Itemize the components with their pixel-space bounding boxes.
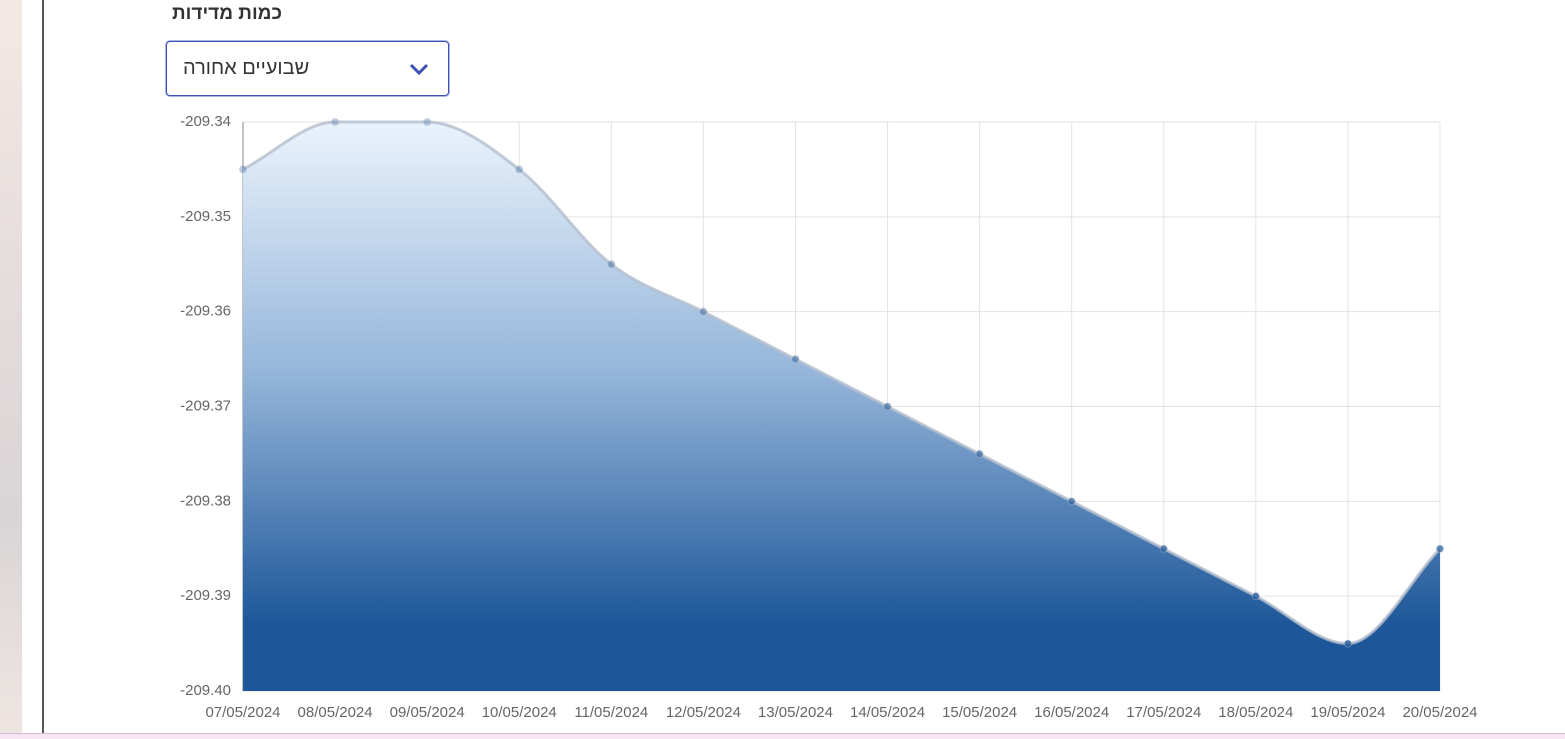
point — [1159, 544, 1168, 553]
field-label: כמות מדידות — [172, 3, 282, 24]
x-tick-label: 07/05/2024 — [205, 704, 280, 721]
point — [1436, 544, 1444, 553]
y-tick-label: -209.37 — [180, 397, 231, 414]
point — [1343, 639, 1352, 648]
footer-strip — [0, 733, 1565, 739]
x-tick-label: 10/05/2024 — [482, 704, 557, 721]
point — [423, 118, 432, 126]
y-tick-label: -209.35 — [180, 208, 231, 225]
point — [883, 402, 892, 411]
area — [243, 122, 1440, 691]
point — [239, 165, 247, 174]
background-strip — [0, 0, 22, 738]
y-tick-label: -209.40 — [180, 682, 231, 699]
select-value: שבועיים אחורה — [183, 57, 310, 79]
point — [515, 165, 524, 174]
point — [791, 355, 800, 364]
x-tick-label: 16/05/2024 — [1034, 704, 1109, 721]
y-tick-label: -209.36 — [180, 303, 231, 320]
point — [1067, 497, 1076, 506]
period-select[interactable]: שבועיים אחורה — [166, 41, 449, 96]
y-tick-label: -209.34 — [180, 113, 231, 130]
point — [699, 307, 708, 316]
y-tick-label: -209.39 — [180, 587, 231, 604]
y-tick-label: -209.38 — [180, 492, 231, 509]
point — [607, 260, 616, 269]
x-tick-label: 19/05/2024 — [1310, 704, 1385, 721]
point — [331, 118, 340, 126]
x-tick-label: 13/05/2024 — [758, 704, 833, 721]
x-tick-label: 11/05/2024 — [574, 704, 648, 721]
x-tick-label: 18/05/2024 — [1218, 704, 1293, 721]
divider — [42, 0, 44, 733]
x-tick-label: 09/05/2024 — [390, 704, 465, 721]
point — [1251, 592, 1260, 601]
x-tick-label: 08/05/2024 — [298, 704, 373, 721]
x-tick-label: 14/05/2024 — [850, 704, 925, 721]
x-tick-label: 20/05/2024 — [1402, 704, 1477, 721]
point — [975, 449, 984, 458]
x-tick-label: 17/05/2024 — [1126, 704, 1201, 721]
chevron — [409, 63, 429, 76]
x-tick-label: 12/05/2024 — [666, 704, 741, 721]
x-tick-label: 15/05/2024 — [942, 704, 1017, 721]
